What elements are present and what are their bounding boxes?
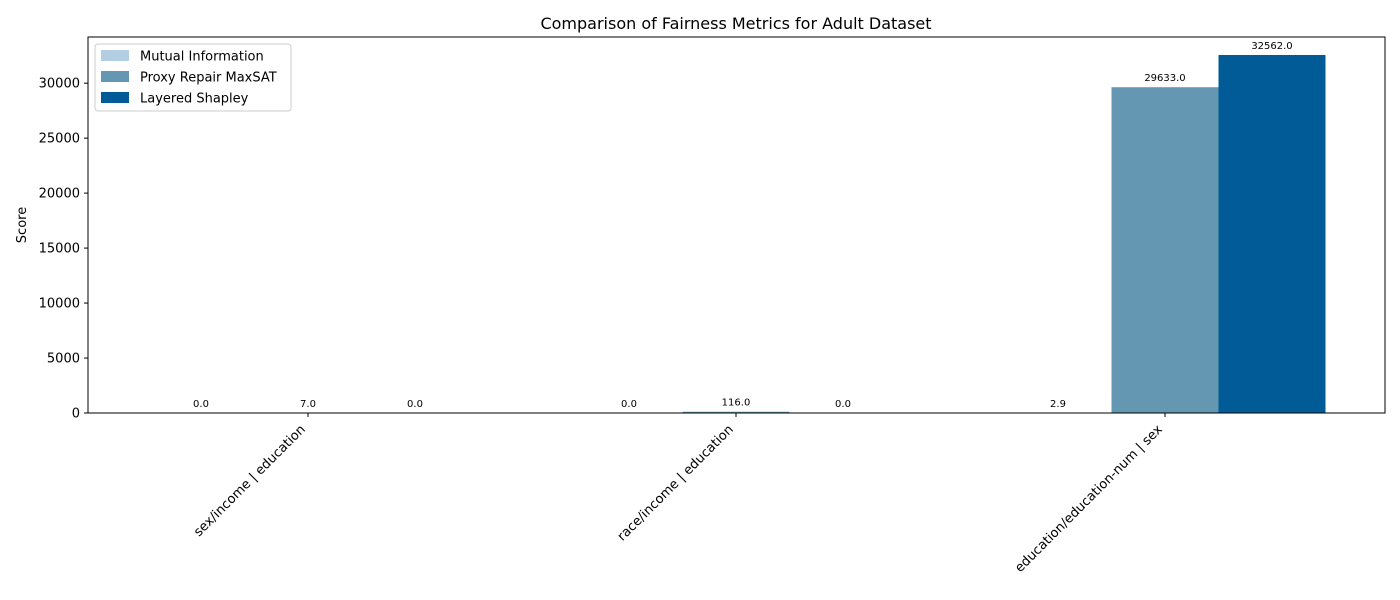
- plot-frame: [87, 36, 1386, 414]
- y-axis-label: Score: [15, 207, 30, 243]
- y-tick-label: 20000: [39, 187, 80, 202]
- bar: [1218, 55, 1326, 413]
- x-tick-label: education/education-num | sex: [1012, 422, 1166, 576]
- x-tick-label: sex/income | education: [191, 422, 309, 540]
- chart-title: Comparison of Fairness Metrics for Adult…: [540, 14, 931, 33]
- data-labels: 0.0 0.0 2.9 7.0 116.0 29633.0 0.0 0.0 32562.0: [193, 41, 1293, 410]
- x-axis: sex/income | education race/income | educ…: [191, 413, 1166, 576]
- legend-label: Mutual Information: [140, 50, 264, 65]
- bar-value-label: 0.0: [621, 399, 637, 410]
- legend-swatch: [101, 71, 129, 82]
- y-tick-label: 15000: [39, 242, 80, 257]
- legend: Mutual Information Proxy Repair MaxSAT Lay…: [94, 43, 292, 112]
- legend-swatch: [101, 50, 129, 61]
- bar-value-label: 7.0: [300, 399, 316, 410]
- y-tick-label: 30000: [39, 77, 80, 92]
- legend-label: Proxy Repair MaxSAT: [140, 71, 277, 86]
- bar-value-label: 116.0: [722, 398, 751, 409]
- bar-value-label: 0.0: [193, 399, 209, 410]
- y-tick-label: 0: [72, 407, 80, 422]
- bar-group: [254, 55, 1326, 413]
- bar-value-label: 0.0: [407, 399, 423, 410]
- y-tick-label: 25000: [39, 132, 80, 147]
- legend-label: Layered Shapley: [140, 92, 249, 107]
- legend-box: [94, 43, 292, 112]
- bar-value-label: 29633.0: [1144, 73, 1185, 84]
- bar-value-label: 0.0: [835, 399, 851, 410]
- bar-value-label: 2.9: [1050, 399, 1066, 410]
- bar: [1111, 87, 1219, 413]
- legend-swatch: [101, 92, 129, 103]
- x-tick-label: race/income | education: [615, 422, 737, 544]
- y-tick-label: 10000: [39, 297, 80, 312]
- y-tick-label: 5000: [47, 352, 80, 367]
- bar-value-label: 32562.0: [1251, 41, 1292, 52]
- bar: [682, 411, 790, 413]
- y-axis: 0 5000 10000 15000 20000 25000 30000: [39, 77, 88, 422]
